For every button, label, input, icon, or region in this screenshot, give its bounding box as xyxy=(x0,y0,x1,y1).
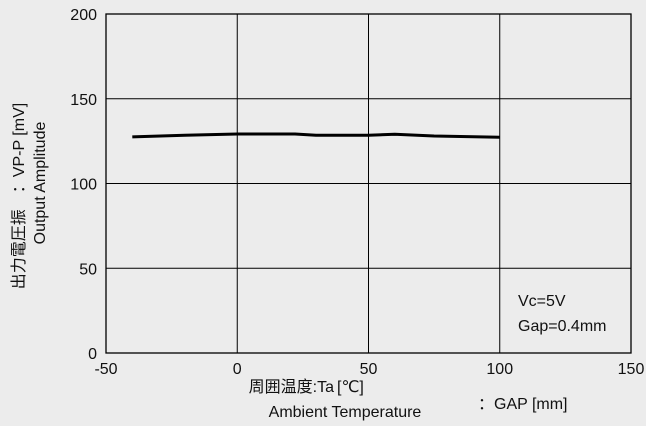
series-line xyxy=(132,132,500,139)
y-tick-label: 50 xyxy=(79,261,97,278)
x-tick-label: 0 xyxy=(233,361,242,378)
x-tick-labels: -50 0 50 100 150 xyxy=(94,361,644,378)
annotation-vc: Vc=5V xyxy=(518,293,566,310)
x-axis-label-unit: [℃] xyxy=(337,379,364,396)
series-lines xyxy=(132,132,500,139)
y-tick-label: 0 xyxy=(88,346,97,363)
y-tick-label: 150 xyxy=(70,92,97,109)
y-tick-label: 100 xyxy=(70,177,97,194)
y-axis-label-en: Output Amplitude xyxy=(32,122,49,245)
y-tick-label: 200 xyxy=(70,7,97,24)
x-tick-label: 150 xyxy=(618,361,645,378)
x-tick-label: 100 xyxy=(486,361,513,378)
x-tick-label: 50 xyxy=(360,361,378,378)
annotation-gap: Gap=0.4mm xyxy=(518,318,606,335)
y-tick-labels: 0 50 100 150 200 xyxy=(70,7,97,363)
y-axis-label-ja: 出力電圧振 ：VP-P [mV] xyxy=(10,103,28,289)
gap-unit-label: ：GAP [mm] xyxy=(478,396,568,413)
x-axis-label-en: Ambient Temperature xyxy=(269,404,422,421)
x-tick-label: -50 xyxy=(94,361,117,378)
plot-frame xyxy=(105,13,632,354)
x-axis-label-ja: 周囲温度:Ta xyxy=(249,378,334,396)
